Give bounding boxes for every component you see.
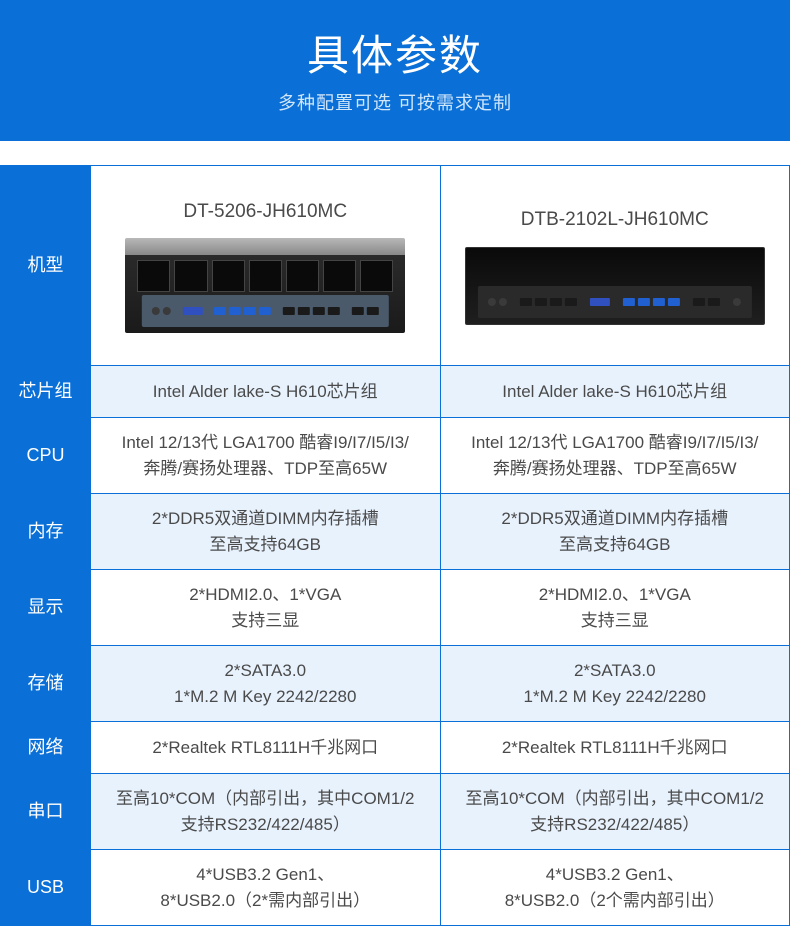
table-row: 内存2*DDR5双通道DIMM内存插槽至高支持64GB2*DDR5双通道DIMM… bbox=[1, 494, 790, 570]
spec-table: 机型DT-5206-JH610MC DTB-2102L-JH610MC 芯片组I… bbox=[0, 165, 790, 926]
spec-cell: 至高10*COM（内部引出，其中COM1/2支持RS232/422/485） bbox=[440, 774, 790, 850]
header-subtitle: 多种配置可选 可按需求定制 bbox=[0, 89, 790, 115]
spec-cell: 至高10*COM（内部引出，其中COM1/2支持RS232/422/485） bbox=[91, 774, 441, 850]
spec-cell: 2*SATA3.01*M.2 M Key 2242/2280 bbox=[440, 646, 790, 722]
table-row: 芯片组Intel Alder lake-S H610芯片组Intel Alder… bbox=[1, 366, 790, 418]
product-image bbox=[465, 247, 765, 325]
table-row: 串口至高10*COM（内部引出，其中COM1/2支持RS232/422/485）… bbox=[1, 774, 790, 850]
row-label: CPU bbox=[1, 418, 91, 494]
model-name: DT-5206-JH610MC bbox=[97, 198, 434, 227]
table-row: CPUIntel 12/13代 LGA1700 酷睿I9/I7/I5/I3/奔腾… bbox=[1, 418, 790, 494]
header-banner: 具体参数 多种配置可选 可按需求定制 bbox=[0, 0, 790, 141]
spec-cell: 4*USB3.2 Gen1、8*USB2.0（2*需内部引出） bbox=[91, 850, 441, 926]
row-label: 存储 bbox=[1, 646, 91, 722]
model-cell: DT-5206-JH610MC bbox=[91, 166, 441, 366]
spec-cell: Intel 12/13代 LGA1700 酷睿I9/I7/I5/I3/奔腾/赛扬… bbox=[91, 418, 441, 494]
row-label: 显示 bbox=[1, 570, 91, 646]
spec-table-body: 机型DT-5206-JH610MC DTB-2102L-JH610MC 芯片组I… bbox=[1, 166, 790, 926]
table-row: 网络2*Realtek RTL8111H千兆网口2*Realtek RTL811… bbox=[1, 722, 790, 774]
row-label: USB bbox=[1, 850, 91, 926]
row-label: 机型 bbox=[1, 166, 91, 366]
spec-cell: Intel 12/13代 LGA1700 酷睿I9/I7/I5/I3/奔腾/赛扬… bbox=[440, 418, 790, 494]
row-label: 内存 bbox=[1, 494, 91, 570]
model-name: DTB-2102L-JH610MC bbox=[447, 206, 784, 235]
table-row: USB4*USB3.2 Gen1、8*USB2.0（2*需内部引出）4*USB3… bbox=[1, 850, 790, 926]
table-row: 显示2*HDMI2.0、1*VGA支持三显2*HDMI2.0、1*VGA支持三显 bbox=[1, 570, 790, 646]
spec-cell: 2*SATA3.01*M.2 M Key 2242/2280 bbox=[91, 646, 441, 722]
spec-cell: 2*Realtek RTL8111H千兆网口 bbox=[91, 722, 441, 774]
spec-cell: 2*HDMI2.0、1*VGA支持三显 bbox=[91, 570, 441, 646]
spec-cell: 2*DDR5双通道DIMM内存插槽至高支持64GB bbox=[440, 494, 790, 570]
table-row: 存储2*SATA3.01*M.2 M Key 2242/22802*SATA3.… bbox=[1, 646, 790, 722]
spec-cell: 2*DDR5双通道DIMM内存插槽至高支持64GB bbox=[91, 494, 441, 570]
spec-cell: Intel Alder lake-S H610芯片组 bbox=[91, 366, 441, 418]
spec-cell: 4*USB3.2 Gen1、8*USB2.0（2个需内部引出） bbox=[440, 850, 790, 926]
row-label: 芯片组 bbox=[1, 366, 91, 418]
spec-cell: Intel Alder lake-S H610芯片组 bbox=[440, 366, 790, 418]
row-label: 串口 bbox=[1, 774, 91, 850]
product-image bbox=[125, 238, 405, 333]
model-cell: DTB-2102L-JH610MC bbox=[440, 166, 790, 366]
spec-cell: 2*Realtek RTL8111H千兆网口 bbox=[440, 722, 790, 774]
spec-cell: 2*HDMI2.0、1*VGA支持三显 bbox=[440, 570, 790, 646]
table-row: 机型DT-5206-JH610MC DTB-2102L-JH610MC bbox=[1, 166, 790, 366]
header-title: 具体参数 bbox=[0, 22, 790, 83]
row-label: 网络 bbox=[1, 722, 91, 774]
